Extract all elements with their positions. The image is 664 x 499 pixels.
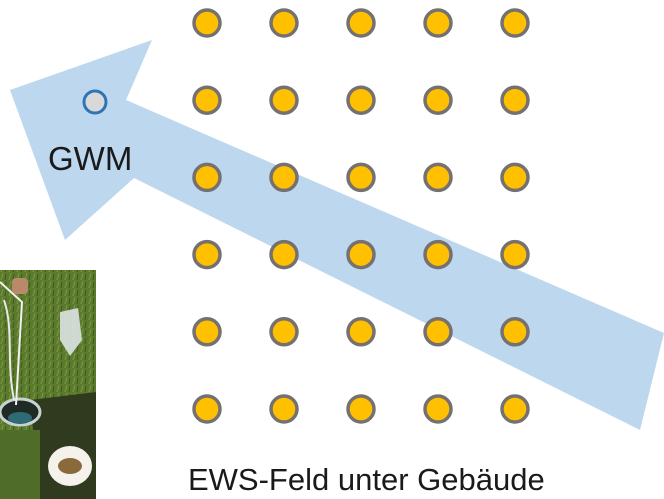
borehole-marker xyxy=(192,162,222,193)
groundwater-flow-arrow-icon xyxy=(10,40,664,430)
borehole-marker xyxy=(346,394,376,424)
borehole-marker xyxy=(269,85,299,115)
borehole-marker xyxy=(192,394,222,424)
borehole-marker xyxy=(269,162,299,193)
borehole-marker xyxy=(346,162,376,193)
borehole-marker xyxy=(423,317,453,347)
borehole-marker xyxy=(423,162,453,193)
borehole-marker xyxy=(500,239,530,270)
borehole-marker xyxy=(269,317,299,347)
borehole-field-caption: EWS-Feld unter Gebäude xyxy=(188,462,545,497)
borehole-marker xyxy=(269,239,299,270)
monitoring-well-marker xyxy=(82,89,108,115)
borehole-marker xyxy=(192,317,222,347)
borehole-marker xyxy=(346,317,376,347)
borehole-marker xyxy=(423,394,453,424)
borehole-marker xyxy=(500,85,530,115)
borehole-marker xyxy=(500,394,530,424)
borehole-grid xyxy=(192,8,530,424)
borehole-marker xyxy=(423,85,453,115)
borehole-marker xyxy=(500,8,530,38)
borehole-marker xyxy=(500,317,530,347)
borehole-marker xyxy=(346,85,376,115)
borehole-marker xyxy=(269,8,299,38)
borehole-marker xyxy=(192,8,222,38)
borehole-marker xyxy=(192,239,222,270)
borehole-marker xyxy=(269,394,299,424)
borehole-marker xyxy=(500,162,530,193)
borehole-marker xyxy=(192,85,222,115)
monitoring-well-label: GWM xyxy=(48,140,133,177)
borehole-marker xyxy=(423,239,453,270)
borehole-marker xyxy=(346,8,376,38)
borehole-marker xyxy=(423,8,453,38)
borehole-marker xyxy=(346,239,376,270)
borehole-photo xyxy=(0,270,96,499)
